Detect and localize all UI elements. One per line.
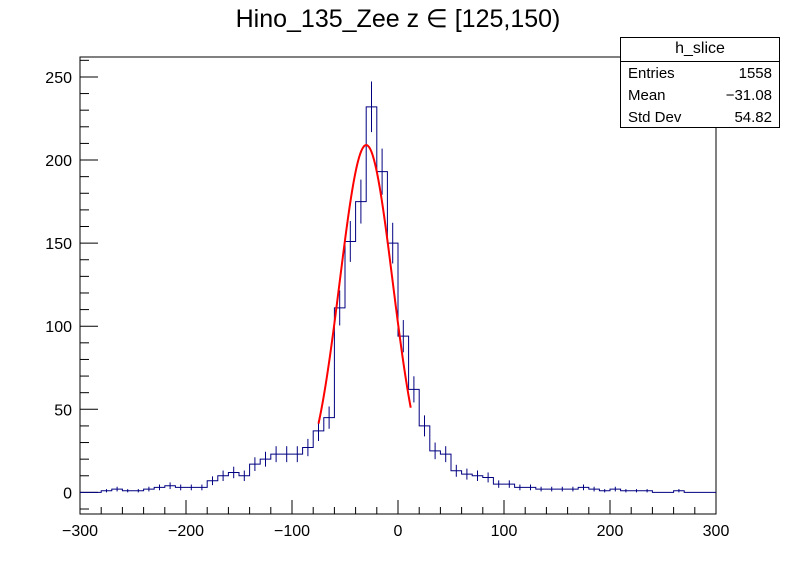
stats-value-mean: −31.08 [725,87,772,104]
stats-value-entries: 1558 [738,65,772,82]
x-tick-label: 0 [394,523,403,540]
y-tick-label: 100 [45,319,72,336]
stats-row-mean: Mean −31.08 [621,84,779,106]
stats-box-name: h_slice [621,38,779,62]
x-tick-label: −300 [62,523,98,540]
x-tick-label: −200 [168,523,204,540]
stats-label-entries: Entries [628,65,675,82]
y-tick-label: 200 [45,153,72,170]
stats-value-stddev: 54.82 [734,109,772,126]
histogram-outline [80,106,716,493]
gaussian-fit-curve [317,144,412,424]
y-tick-label: 0 [63,485,72,502]
stats-label-mean: Mean [628,87,666,104]
stats-row-entries: Entries 1558 [621,62,779,84]
stats-label-stddev: Std Dev [628,109,682,126]
x-tick-label: 100 [491,523,518,540]
x-tick-label: −100 [274,523,310,540]
x-tick-label: 200 [597,523,624,540]
chart-title: Hino_135_Zee z ∈ [125,150) [235,5,561,33]
stats-row-stddev: Std Dev 54.82 [621,106,779,128]
y-tick-label: 150 [45,236,72,253]
y-tick-label: 250 [45,70,72,87]
stats-box: h_slice Entries 1558 Mean −31.08 Std Dev… [620,37,780,128]
x-tick-label: 300 [703,523,730,540]
y-tick-label: 50 [54,402,72,419]
